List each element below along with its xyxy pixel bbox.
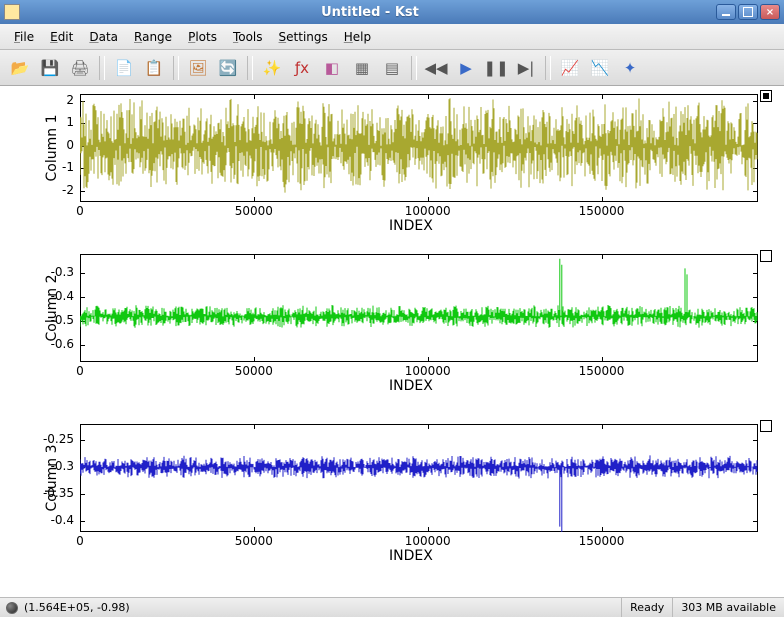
close-button[interactable]: × — [760, 4, 780, 20]
window-title: Untitled - Kst — [26, 5, 714, 20]
fx-icon[interactable]: ƒx — [288, 54, 316, 82]
menu-tools[interactable]: Tools — [225, 27, 271, 47]
menu-settings[interactable]: Settings — [271, 27, 336, 47]
ytick: -0.6 — [38, 337, 74, 351]
open-icon[interactable]: 📂 — [6, 54, 34, 82]
menubar: FileEditDataRangePlotsToolsSettingsHelp — [0, 24, 784, 50]
waveform-1 — [80, 94, 758, 202]
pause-icon[interactable]: ❚❚ — [482, 54, 510, 82]
xlabel-1: INDEX — [389, 218, 433, 234]
layout-icon[interactable]: ▤ — [378, 54, 406, 82]
plot-select-box-1[interactable] — [760, 90, 772, 102]
menu-plots[interactable]: Plots — [180, 27, 225, 47]
save-icon[interactable]: 💾 — [36, 54, 64, 82]
menu-file[interactable]: File — [6, 27, 42, 47]
menu-range[interactable]: Range — [126, 27, 180, 47]
waveform-2 — [80, 254, 758, 362]
reload-icon[interactable]: 🔄 — [214, 54, 242, 82]
minimize-button[interactable] — [716, 4, 736, 20]
xtick: 150000 — [579, 534, 625, 548]
xtick: 0 — [76, 364, 84, 378]
paste-icon[interactable]: 📋 — [140, 54, 168, 82]
xtick: 100000 — [405, 364, 451, 378]
ytick: -0.4 — [38, 513, 74, 527]
toolbar: 📂💾🖨 📄📋 🖼🔄 ✨ƒx◧▦▤ ◀◀▶❚❚▶| 📈📉✦ — [0, 50, 784, 86]
ytick: -0.4 — [38, 289, 74, 303]
play-icon[interactable]: ▶ — [452, 54, 480, 82]
cursor-coord: (1.564E+05, -0.98) — [24, 601, 138, 614]
scope2-icon[interactable]: 📉 — [586, 54, 614, 82]
ytick: 1 — [38, 115, 74, 129]
xtick: 150000 — [579, 364, 625, 378]
plot-content: Column 1INDEX210-1-2050000100000150000Co… — [0, 86, 784, 597]
copy-icon[interactable]: 📄 — [110, 54, 138, 82]
xtick: 100000 — [405, 204, 451, 218]
rewind-icon[interactable]: ◀◀ — [422, 54, 450, 82]
wand-icon[interactable]: ✨ — [258, 54, 286, 82]
filter-icon[interactable]: ◧ — [318, 54, 346, 82]
ytick: -0.35 — [38, 486, 74, 500]
status-indicator-icon — [6, 602, 18, 614]
statusbar: (1.564E+05, -0.98) Ready 303 MB availabl… — [0, 597, 784, 617]
status-memory: 303 MB available — [672, 598, 784, 617]
print-icon[interactable]: 🖨 — [66, 54, 94, 82]
xtick: 0 — [76, 204, 84, 218]
menu-help[interactable]: Help — [336, 27, 379, 47]
ytick: -1 — [38, 160, 74, 174]
xtick: 150000 — [579, 204, 625, 218]
ytick: -0.3 — [38, 265, 74, 279]
xtick: 100000 — [405, 534, 451, 548]
ytick: -2 — [38, 183, 74, 197]
titlebar: Untitled - Kst × — [0, 0, 784, 24]
ytick: 0 — [38, 138, 74, 152]
menu-edit[interactable]: Edit — [42, 27, 81, 47]
ytick: 2 — [38, 93, 74, 107]
ytick: -0.25 — [38, 432, 74, 446]
xlabel-3: INDEX — [389, 548, 433, 564]
ytick: -0.3 — [38, 459, 74, 473]
waveform-3 — [80, 424, 758, 532]
ytick: -0.5 — [38, 313, 74, 327]
menu-data[interactable]: Data — [81, 27, 126, 47]
xtick: 50000 — [235, 364, 273, 378]
scope3-icon[interactable]: ✦ — [616, 54, 644, 82]
status-ready: Ready — [621, 598, 672, 617]
xlabel-2: INDEX — [389, 378, 433, 394]
end-icon[interactable]: ▶| — [512, 54, 540, 82]
xtick: 0 — [76, 534, 84, 548]
maximize-button[interactable] — [738, 4, 758, 20]
xtick: 50000 — [235, 534, 273, 548]
plot-select-box-2[interactable] — [760, 250, 772, 262]
ylabel-2: Column 2 — [44, 238, 60, 378]
xtick: 50000 — [235, 204, 273, 218]
view-icon[interactable]: ▦ — [348, 54, 376, 82]
image-icon[interactable]: 🖼 — [184, 54, 212, 82]
scope1-icon[interactable]: 📈 — [556, 54, 584, 82]
app-icon — [4, 4, 20, 20]
plot-select-box-3[interactable] — [760, 420, 772, 432]
